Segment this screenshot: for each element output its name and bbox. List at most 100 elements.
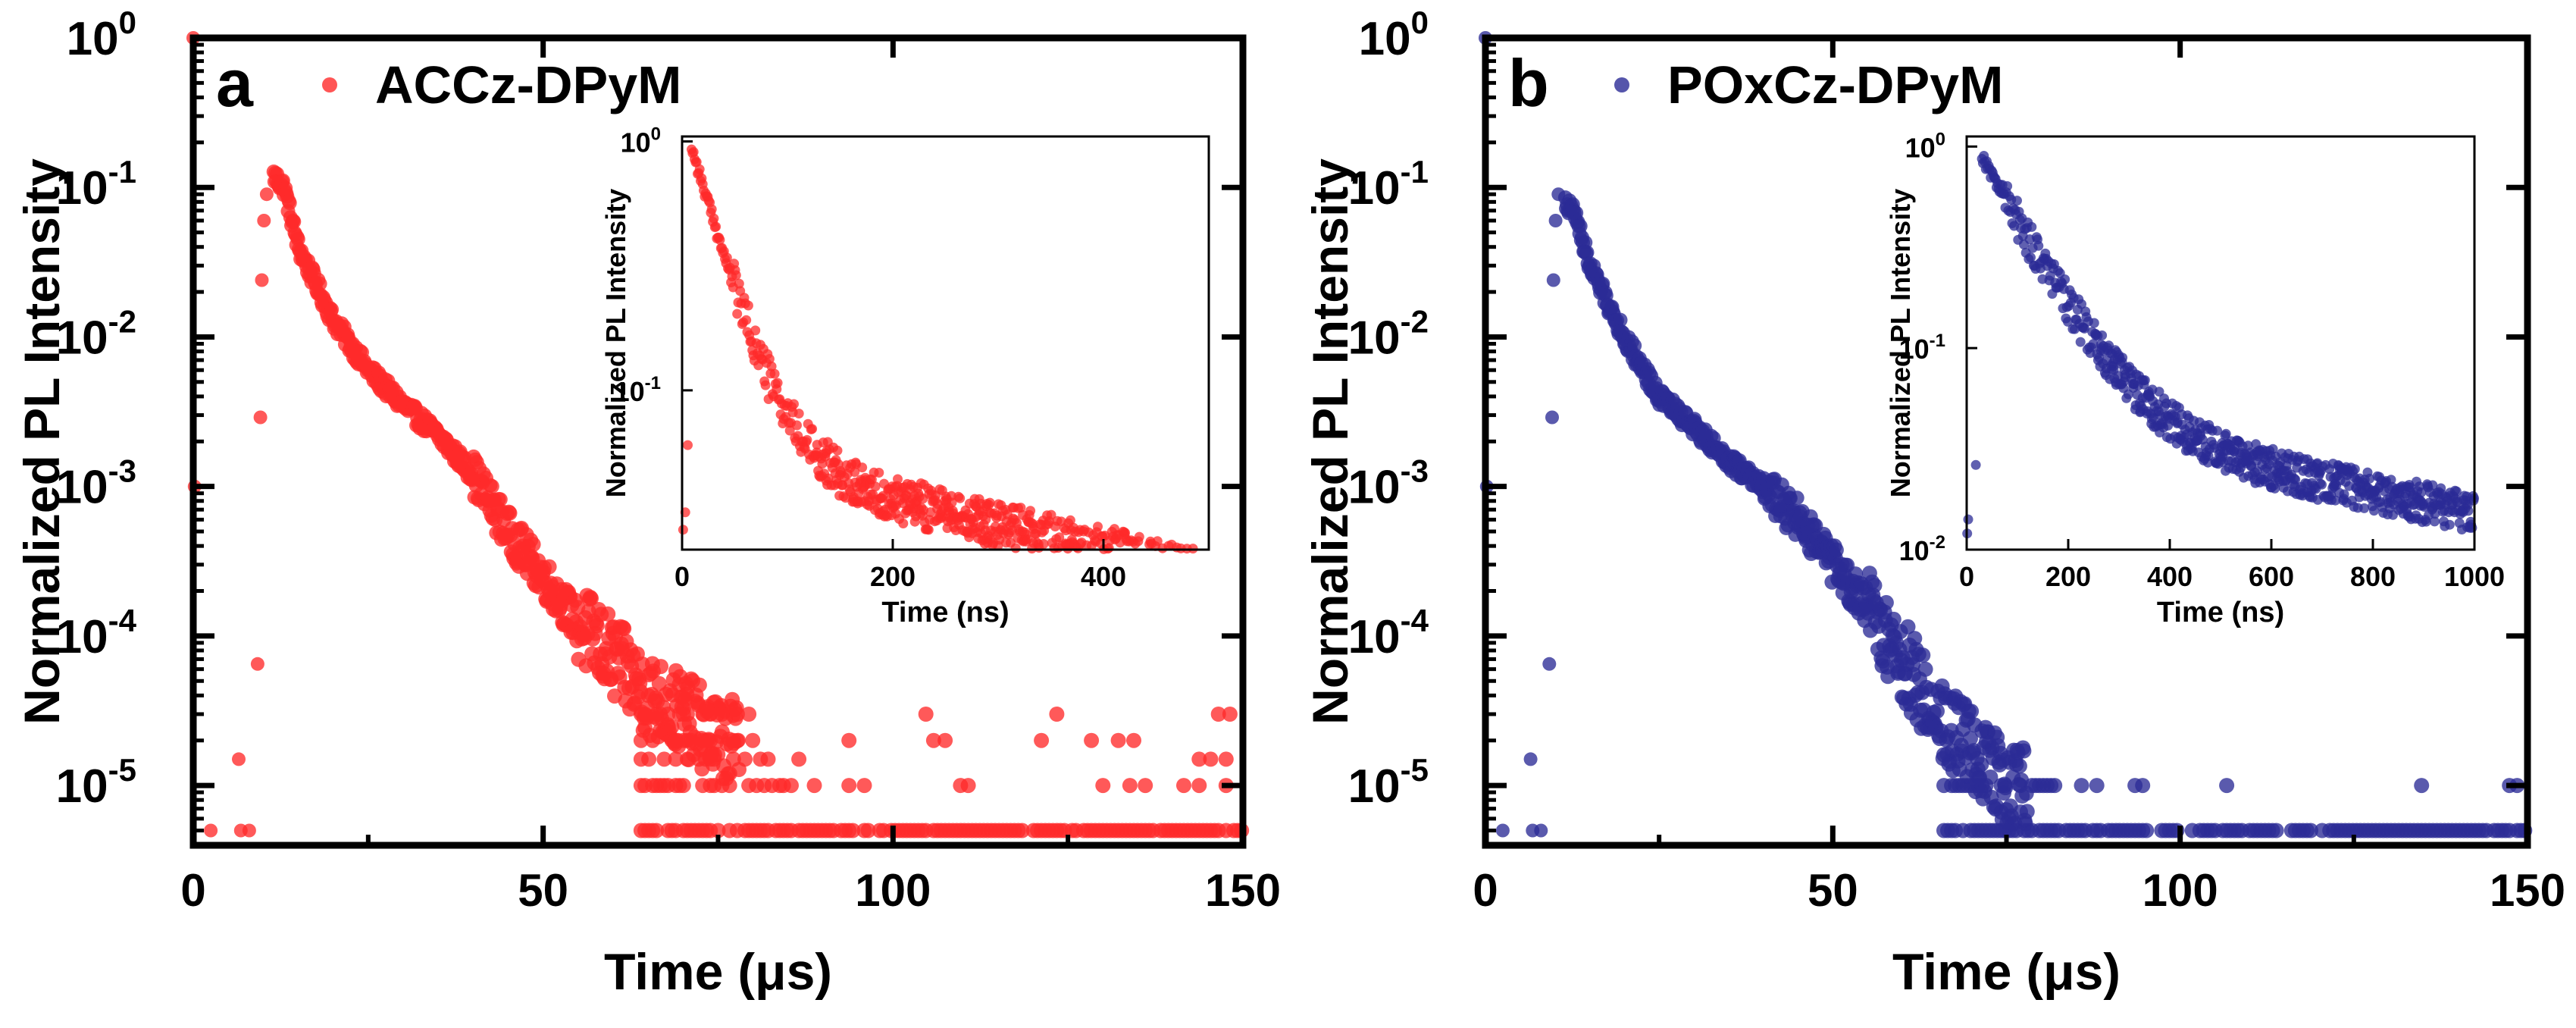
- y-tick-exp: -1: [1401, 154, 1429, 190]
- data-point-decay: [1917, 661, 1933, 677]
- inset-data-point: [683, 440, 693, 450]
- data-point-floor: [691, 751, 707, 767]
- inset-data-point: [2416, 487, 2427, 497]
- inset-y-tick-exp: -2: [1930, 532, 1945, 553]
- data-point-floor: [721, 778, 737, 794]
- inset-data-point: [2097, 330, 2108, 340]
- x-tick-label: 100: [2142, 865, 2218, 916]
- y-tick-base: 10: [56, 162, 108, 215]
- data-point-floor: [2012, 778, 2028, 794]
- data-point-floor: [1126, 732, 1141, 748]
- inset-data-point: [2365, 473, 2375, 484]
- inset-y-tick-exp: -1: [1930, 331, 1945, 351]
- inset-y-tick-label: 100: [1905, 129, 1945, 163]
- legend-marker: [1614, 77, 1629, 92]
- inset-data-point: [2033, 240, 2044, 251]
- data-point-rise: [1534, 823, 1548, 838]
- y-tick-exp: -2: [1401, 303, 1429, 339]
- data-point-floor: [679, 707, 695, 722]
- x-tick-label: 50: [1808, 865, 1858, 916]
- y-tick-exp: -4: [1401, 603, 1429, 638]
- y-tick-exp: -3: [1401, 453, 1429, 489]
- inset-data-point: [2369, 506, 2379, 516]
- data-point-floor: [1218, 751, 1234, 767]
- data-point-decay: [286, 214, 302, 229]
- y-tick-label: 10-2: [56, 303, 136, 364]
- y-tick-label: 10-4: [56, 603, 137, 663]
- data-point-rise: [1542, 657, 1557, 671]
- inset-data-point: [874, 468, 884, 478]
- data-point-floor: [2135, 778, 2151, 794]
- x-tick-label: 0: [180, 865, 205, 916]
- y-tick-exp: -5: [108, 752, 136, 788]
- data-point-decay: [691, 677, 707, 693]
- data-point-floor: [2139, 823, 2155, 838]
- inset-y-tick-label: 10-1: [1899, 331, 1945, 365]
- data-point-floor: [1014, 823, 1030, 838]
- data-point-floor: [784, 778, 799, 794]
- data-point-floor: [1138, 778, 1153, 794]
- inset-data-point: [1093, 522, 1103, 532]
- data-point-rise: [242, 823, 256, 838]
- inset-data-point: [2270, 483, 2280, 494]
- inset-data-point: [923, 525, 934, 535]
- inset-data-point: [2290, 475, 2301, 485]
- data-point-rise: [232, 752, 246, 766]
- inset-data-point: [2444, 519, 2455, 530]
- inset-data-point: [1970, 459, 1981, 470]
- data-point-floor: [703, 707, 718, 722]
- inset-data-point: [807, 424, 818, 434]
- inset-y-tick-base: 10: [1899, 535, 1930, 566]
- data-point-floor: [710, 823, 726, 838]
- data-point-floor: [1978, 778, 1994, 794]
- y-tick-exp: -2: [108, 303, 136, 339]
- data-point-decay: [1964, 704, 1980, 719]
- inset-data-point: [2012, 196, 2022, 206]
- inset-data-point: [1016, 503, 1026, 513]
- inset-x-tick-label: 0: [1959, 561, 1974, 592]
- data-point-decay: [1886, 611, 1901, 627]
- inset-data-point: [802, 434, 812, 445]
- data-point-floor: [856, 778, 872, 794]
- y-tick-base: 10: [56, 611, 108, 663]
- data-point-floor: [2074, 778, 2089, 794]
- inset-data-point: [2430, 509, 2440, 519]
- data-point-floor: [668, 751, 684, 767]
- data-point-floor: [1203, 751, 1219, 767]
- data-point-decay: [1915, 647, 1931, 663]
- inset-data-point: [2339, 489, 2349, 500]
- inset-x-tick-label: 1000: [2444, 561, 2505, 592]
- inset-data-point: [766, 361, 777, 371]
- inset-x-tick-label: 0: [675, 561, 690, 592]
- data-point-floor: [860, 823, 876, 838]
- inset-data-point: [2117, 353, 2128, 363]
- inset-data-point: [2317, 479, 2327, 490]
- data-point-floor: [679, 751, 695, 767]
- data-point-floor: [1191, 751, 1207, 767]
- y-tick-exp: 0: [1411, 5, 1429, 40]
- data-point-floor: [960, 778, 976, 794]
- inset-data-point: [2060, 274, 2071, 284]
- inset-data-point: [1010, 543, 1021, 553]
- data-point-decay: [1579, 245, 1595, 260]
- data-point-floor: [729, 707, 745, 722]
- inset-data-point: [694, 164, 705, 174]
- data-point-decay: [312, 276, 327, 291]
- data-point-decay: [1828, 542, 1844, 558]
- data-point-floor: [737, 751, 753, 767]
- y-tick-base: 10: [1348, 760, 1401, 813]
- y-tick-base: 10: [1348, 462, 1401, 514]
- data-point-rise: [255, 273, 269, 287]
- data-series-a: [186, 31, 1250, 838]
- inset-data-point: [769, 368, 780, 379]
- data-point-decay: [541, 559, 557, 575]
- x-axis-title: Time (μs): [1892, 943, 2121, 1001]
- inset-data-point: [772, 378, 783, 388]
- y-axis-title: Normalized PL Intensity: [1302, 158, 1358, 725]
- data-point-rise: [1548, 214, 1563, 227]
- inset-y-tick-base: 10: [615, 376, 645, 407]
